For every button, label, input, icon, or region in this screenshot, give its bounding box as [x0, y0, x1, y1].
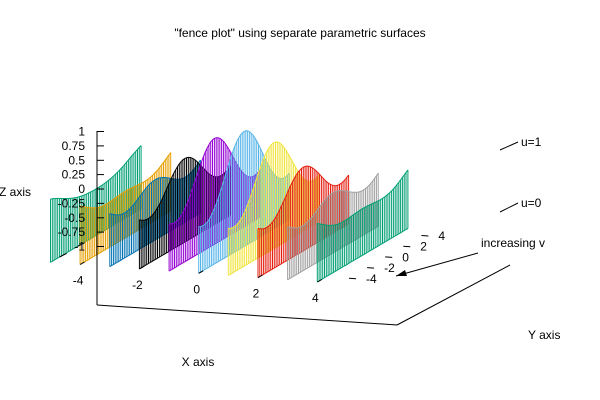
x-axis-line — [96, 304, 398, 326]
y-tick-mark — [348, 277, 357, 280]
arrow-increasing-v-head — [396, 270, 407, 276]
z-tick-label: 0.25 — [62, 168, 86, 182]
z-tick-label: 0 — [78, 182, 85, 196]
fence-top-curve — [287, 172, 379, 229]
x-tick-label: -4 — [73, 274, 84, 288]
fence-series-2 — [109, 159, 201, 268]
back-tick-mark — [59, 252, 67, 258]
annotation-increasing-v: increasing v — [481, 236, 545, 250]
z-tick-label: 0.75 — [62, 139, 86, 153]
fence-top-curve — [50, 145, 142, 200]
x-tick-label: 2 — [253, 287, 260, 301]
ticks-group: 10.750.50.250-0.25-0.5-0.75-1-4 -2 0 2 4-4-2… — [58, 125, 446, 306]
fence-series-3 — [138, 156, 231, 270]
fence-series-0 — [50, 145, 142, 263]
fence-series-4 — [168, 137, 261, 272]
x-tick-label: 4 — [312, 291, 319, 305]
y-axis-line — [396, 264, 511, 326]
z-axis-label: Z axis — [0, 185, 31, 199]
fence-bottom-line — [317, 228, 409, 283]
back-tick-mark — [77, 242, 85, 247]
y-tick-label: 4 — [438, 229, 445, 243]
arrow-u1-line — [499, 141, 519, 151]
fence-top-curve — [317, 169, 409, 226]
z-tick-label: 0.5 — [68, 153, 85, 167]
x-tick-mark — [139, 265, 145, 270]
z-tick-label: -1 — [74, 240, 85, 254]
fence-series-group — [50, 130, 409, 283]
fence-top-curve — [109, 159, 201, 216]
y-tick-label: -2 — [384, 261, 395, 275]
x-tick-mark — [198, 270, 204, 274]
y-tick-mark — [367, 267, 375, 269]
x-tick-mark — [79, 261, 85, 265]
y-tick-label: 2 — [420, 240, 427, 254]
fence-top-curve — [257, 165, 350, 230]
fence-series-9 — [316, 169, 409, 283]
x-tick-label: 0 — [193, 282, 200, 296]
fence-top-curve — [80, 152, 172, 209]
fence-top-curve — [198, 130, 290, 228]
x-tick-mark — [317, 279, 323, 283]
y-tick-mark — [403, 245, 411, 248]
x-axis-label: X axis — [182, 355, 215, 369]
y-tick-label: 0 — [402, 250, 409, 264]
arrow-u0-line — [499, 202, 519, 213]
fence-series-8 — [287, 172, 379, 281]
z-tick-label: -0.5 — [64, 211, 85, 225]
chart-title: "fence plot" using separate parametric s… — [174, 26, 425, 40]
x-tick-label: -2 — [132, 278, 143, 292]
z-tick-label: 1 — [78, 125, 85, 139]
z-tick-label: -0.75 — [58, 225, 86, 239]
annotation-u0: u=0 — [521, 196, 542, 210]
fence-top-curve — [169, 137, 261, 225]
annotation-u1: u=1 — [521, 135, 542, 149]
y-tick-mark — [421, 235, 429, 237]
z-tick-label: -0.25 — [58, 196, 86, 210]
y-axis-label: Y axis — [528, 328, 560, 342]
arrow-increasing-v-line — [395, 252, 479, 277]
y-tick-mark — [385, 256, 393, 258]
fence-series-5 — [198, 130, 290, 274]
x-tick-mark — [257, 274, 263, 279]
y-tick-label: -4 — [366, 272, 377, 286]
fence-series-6 — [227, 141, 320, 276]
